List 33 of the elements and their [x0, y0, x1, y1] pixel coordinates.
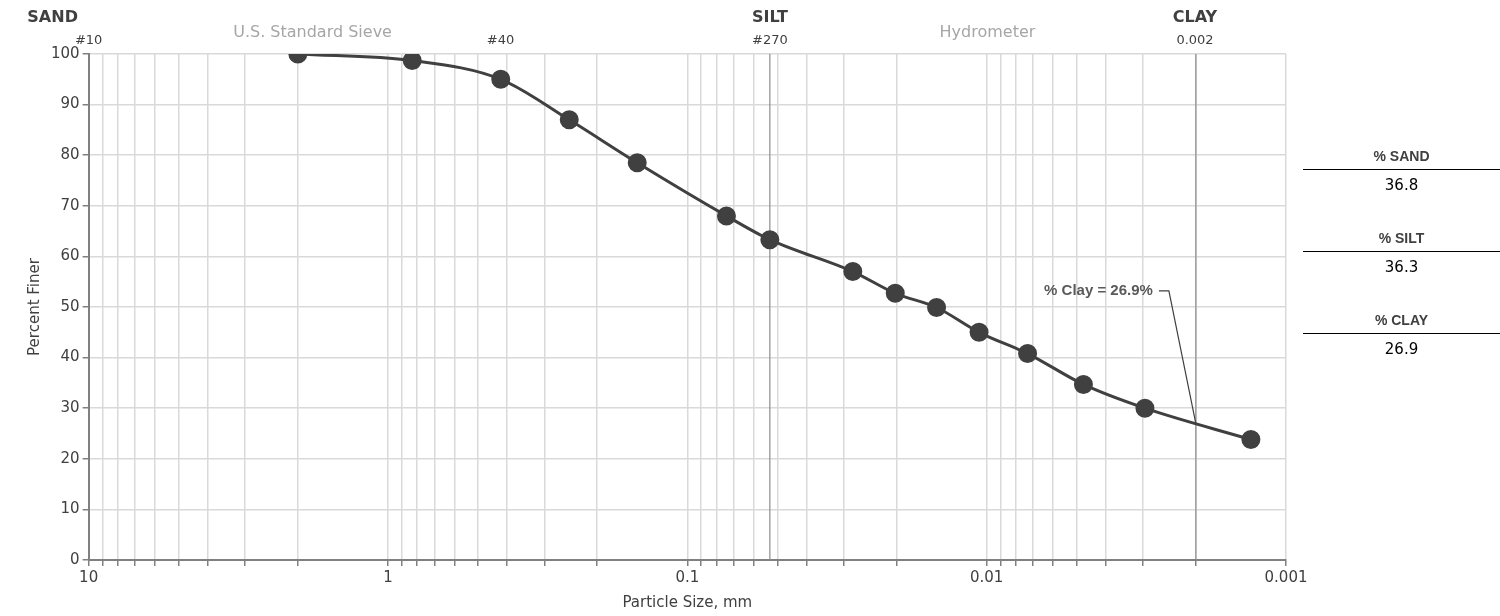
x-tick-label: 0.001: [1264, 567, 1308, 586]
text: Hydrometer: [939, 22, 1036, 42]
y-tick-label: 50: [60, 296, 80, 315]
text: #270: [752, 32, 788, 48]
y-tick-label: 0: [70, 549, 80, 568]
text: SAND: [27, 7, 78, 27]
text: SILT: [751, 7, 788, 27]
y-tick-label: 10: [60, 499, 80, 518]
x-axis-title: Particle Size, mm: [622, 592, 753, 611]
x-tick-label: 0.1: [675, 567, 700, 586]
y-tick-label: 70: [60, 195, 80, 214]
x-tick-label: 10: [79, 567, 99, 586]
y-tick-label: 20: [60, 448, 80, 467]
y-tick-label: 90: [60, 94, 80, 113]
y-axis-title: Percent Finer: [24, 257, 43, 356]
y-tick-label: 30: [60, 398, 80, 417]
text: % CLAY: [1303, 312, 1500, 334]
text: 36.8: [1383, 175, 1420, 196]
text: 36.3: [1383, 257, 1420, 278]
text: #40: [486, 32, 515, 48]
text: U.S. Standard Sieve: [233, 22, 392, 42]
text: 26.9: [1383, 339, 1420, 360]
y-tick-label: 40: [60, 347, 80, 366]
text: % SILT: [1303, 230, 1500, 252]
y-tick-label: 60: [60, 246, 80, 265]
annotation: % Clay = 26.9%: [1044, 281, 1153, 299]
x-tick-label: 1: [383, 567, 393, 586]
y-tick-label: 100: [50, 43, 80, 62]
y-tick-label: 80: [60, 145, 80, 164]
text: CLAY: [1172, 7, 1218, 27]
text: 0.002: [1176, 32, 1214, 48]
text: % SAND: [1303, 148, 1500, 170]
x-tick-label: 0.01: [969, 567, 1004, 586]
